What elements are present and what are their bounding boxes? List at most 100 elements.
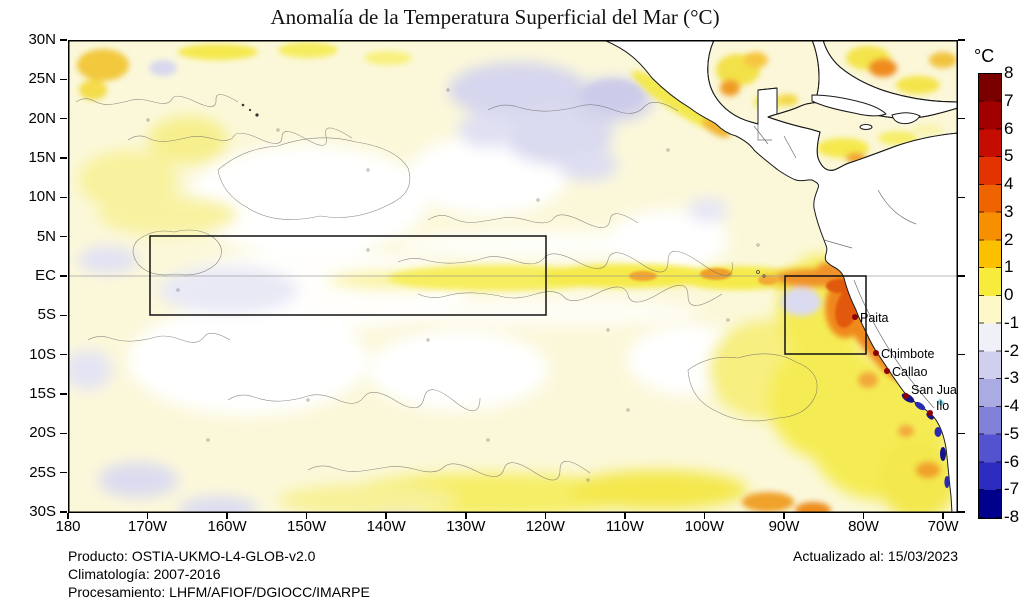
y-tick — [60, 157, 67, 159]
x-axis-label: 80W — [848, 518, 879, 535]
atlantic-bahamas — [822, 40, 958, 103]
y-axis-label: 5N — [36, 227, 56, 245]
colorbar-tick-label: -7 — [1004, 479, 1020, 499]
y-tick — [60, 353, 67, 356]
y-tick-right — [958, 117, 965, 120]
central-pacific-monitoring-box — [149, 235, 547, 316]
x-tick — [226, 513, 228, 519]
y-axis-label: 30S — [29, 503, 56, 520]
updated-annotation: Actualizado al: 15/03/2023 — [792, 548, 958, 564]
y-tick — [60, 196, 67, 198]
hawaii-islands — [241, 103, 259, 117]
y-axis-label: 25N — [28, 70, 56, 88]
svg-text:Chimbote: Chimbote — [881, 347, 935, 361]
jamaica-island — [859, 124, 873, 130]
colorbar-tick-label: -3 — [1004, 368, 1020, 388]
city-marker-san-juan: San Juan — [903, 383, 958, 399]
colorbar-tick-label: 5 — [1004, 146, 1014, 166]
y-axis-label: 10N — [28, 188, 56, 206]
y-tick-right — [958, 511, 965, 513]
y-tick — [60, 314, 67, 317]
x-axis-label: 180 — [55, 518, 81, 535]
x-axis-label: 120W — [525, 518, 565, 535]
y-tick-right — [958, 353, 965, 356]
svg-text:San Juan: San Juan — [911, 383, 958, 397]
x-axis-label: 100W — [684, 518, 724, 535]
colorbar-unit-label: °C — [974, 46, 995, 66]
y-axis-label: 25S — [29, 463, 56, 481]
x-axis-label: 150W — [287, 518, 327, 535]
colorbar-tick-label: 6 — [1004, 118, 1014, 138]
x-tick — [862, 513, 865, 519]
svg-text:Ilo: Ilo — [936, 399, 949, 413]
country-borders — [753, 124, 935, 409]
y-tick — [60, 393, 67, 395]
x-tick — [67, 513, 69, 519]
y-axis-label: 20S — [29, 424, 56, 442]
x-axis-label: 70W — [927, 518, 959, 535]
x-tick — [465, 513, 467, 519]
svg-text:Paita: Paita — [860, 311, 889, 325]
anomaly-field-soft-layer — [68, 62, 958, 513]
colorbar-ticks-right — [996, 74, 1001, 518]
y-axis-label: EC — [35, 267, 56, 284]
x-tick — [783, 513, 785, 519]
city-marker-paita: Paita — [852, 311, 889, 325]
cuba-island — [811, 94, 887, 117]
y-tick-right — [958, 432, 965, 435]
y-tick — [60, 275, 67, 277]
y-axis-label: 15N — [28, 149, 56, 166]
y-tick-right — [958, 39, 965, 41]
y-tick — [60, 511, 67, 513]
svg-text:Callao: Callao — [892, 365, 927, 379]
colorbar-tick-label: -6 — [1004, 451, 1020, 471]
pacific-sst-anomaly-map: Paita Chimbote Callao San Juan Ilo — [68, 40, 958, 513]
city-marker-chimbote: Chimbote — [873, 347, 935, 361]
land-layer — [603, 40, 958, 513]
colorbar-tick-label: -8 — [1004, 507, 1020, 526]
colorbar-tick-label: 8 — [1004, 63, 1014, 82]
colorbar-tick-label: 2 — [1004, 229, 1014, 249]
colorbar-tick-label: 1 — [1004, 257, 1014, 277]
x-tick — [385, 513, 387, 519]
colorbar-tick-label: 7 — [1004, 90, 1014, 110]
y-tick-right — [958, 196, 965, 198]
y-axis-label: 20N — [28, 109, 56, 127]
y-tick — [60, 39, 67, 41]
y-axis-label: 5S — [37, 306, 56, 324]
colorbar-tick-label: 3 — [1004, 201, 1014, 221]
x-axis-label: 170W — [127, 518, 168, 535]
x-tick — [624, 513, 626, 519]
y-axis-label: 10S — [29, 345, 56, 363]
x-axis-label: 140W — [366, 518, 406, 535]
x-axis-label: 110W — [605, 518, 644, 535]
x-tick — [544, 513, 547, 519]
product-annotation: Producto: OSTIA-UKMO-L4-GLOB-v2.0 — [68, 548, 316, 564]
colorbar-tick-label: 0 — [1004, 285, 1014, 304]
y-tick — [60, 471, 67, 474]
y-tick — [60, 432, 67, 435]
city-marker-ilo: Ilo — [927, 399, 949, 416]
colorbar-gradient — [979, 74, 1001, 518]
y-tick — [60, 78, 67, 81]
y-axis-label: 30N — [28, 31, 56, 48]
map-frame — [68, 40, 958, 513]
city-markers: Paita Chimbote Callao San Juan Ilo — [852, 311, 958, 416]
nino-1-2-monitoring-box — [784, 275, 867, 355]
monitoring-boxes — [149, 235, 867, 355]
hispaniola-island — [891, 112, 921, 125]
y-axis-label: 15S — [29, 385, 56, 402]
climatology-annotation: Climatología: 2007-2016 — [68, 566, 221, 582]
colorbar — [978, 73, 1002, 519]
x-tick — [146, 513, 149, 519]
colorbar-tick-label: -5 — [1004, 423, 1020, 443]
figure-title: Anomalía de la Temperatura Superficial d… — [270, 5, 720, 29]
x-tick — [703, 513, 706, 519]
colorbar-ticks-left — [979, 74, 984, 518]
caribbean-sea — [767, 101, 958, 171]
x-tick — [942, 513, 944, 519]
x-tick — [305, 513, 308, 519]
processing-annotation: Procesamiento: LHFM/AFIOF/DGIOCC/IMARPE — [68, 584, 370, 600]
colorbar-tick-label: -2 — [1004, 340, 1020, 360]
